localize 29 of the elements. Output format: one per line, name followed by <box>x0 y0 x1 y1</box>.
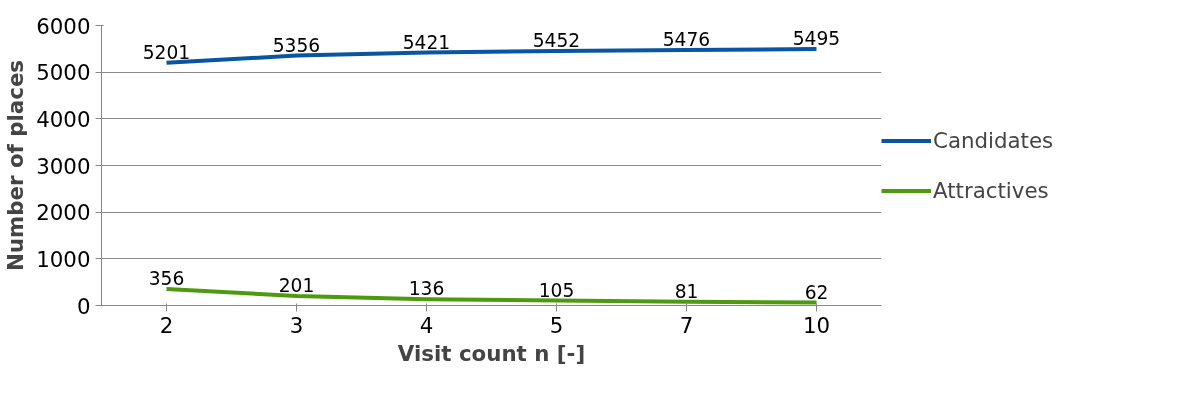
x-tick-label: 7 <box>679 312 694 338</box>
data-label: 5495 <box>792 28 841 50</box>
x-tick-label: 5 <box>549 312 564 338</box>
data-label: 356 <box>148 267 185 289</box>
x-axis-title: Visit count n [-] <box>397 340 586 366</box>
y-tick-label: 5000 <box>36 60 91 86</box>
data-label: 5356 <box>272 34 321 56</box>
data-label: 5476 <box>662 28 711 50</box>
data-label: 5201 <box>142 41 191 63</box>
data-label: 201 <box>278 275 315 297</box>
legend-label: Candidates <box>933 127 1054 153</box>
x-tick-label: 2 <box>159 312 174 338</box>
x-tick-label: 3 <box>289 312 304 338</box>
data-label: 5452 <box>532 30 581 52</box>
data-label: 105 <box>538 279 575 301</box>
y-tick-label: 6000 <box>36 13 91 39</box>
y-tick-label: 3000 <box>36 153 91 179</box>
y-tick-label: 1000 <box>36 246 91 272</box>
y-tick-label: 0 <box>76 293 91 319</box>
x-tick-label: 10 <box>802 312 831 338</box>
data-label: 136 <box>408 278 445 300</box>
y-axis-title: Number of places <box>3 59 29 272</box>
data-label: 81 <box>674 280 699 302</box>
y-tick-label: 2000 <box>36 200 91 226</box>
y-tick-label: 4000 <box>36 106 91 132</box>
legend-label: Attractives <box>933 177 1049 203</box>
x-tick-label: 4 <box>419 312 434 338</box>
data-label: 62 <box>804 281 829 303</box>
data-label: 5421 <box>402 31 451 53</box>
